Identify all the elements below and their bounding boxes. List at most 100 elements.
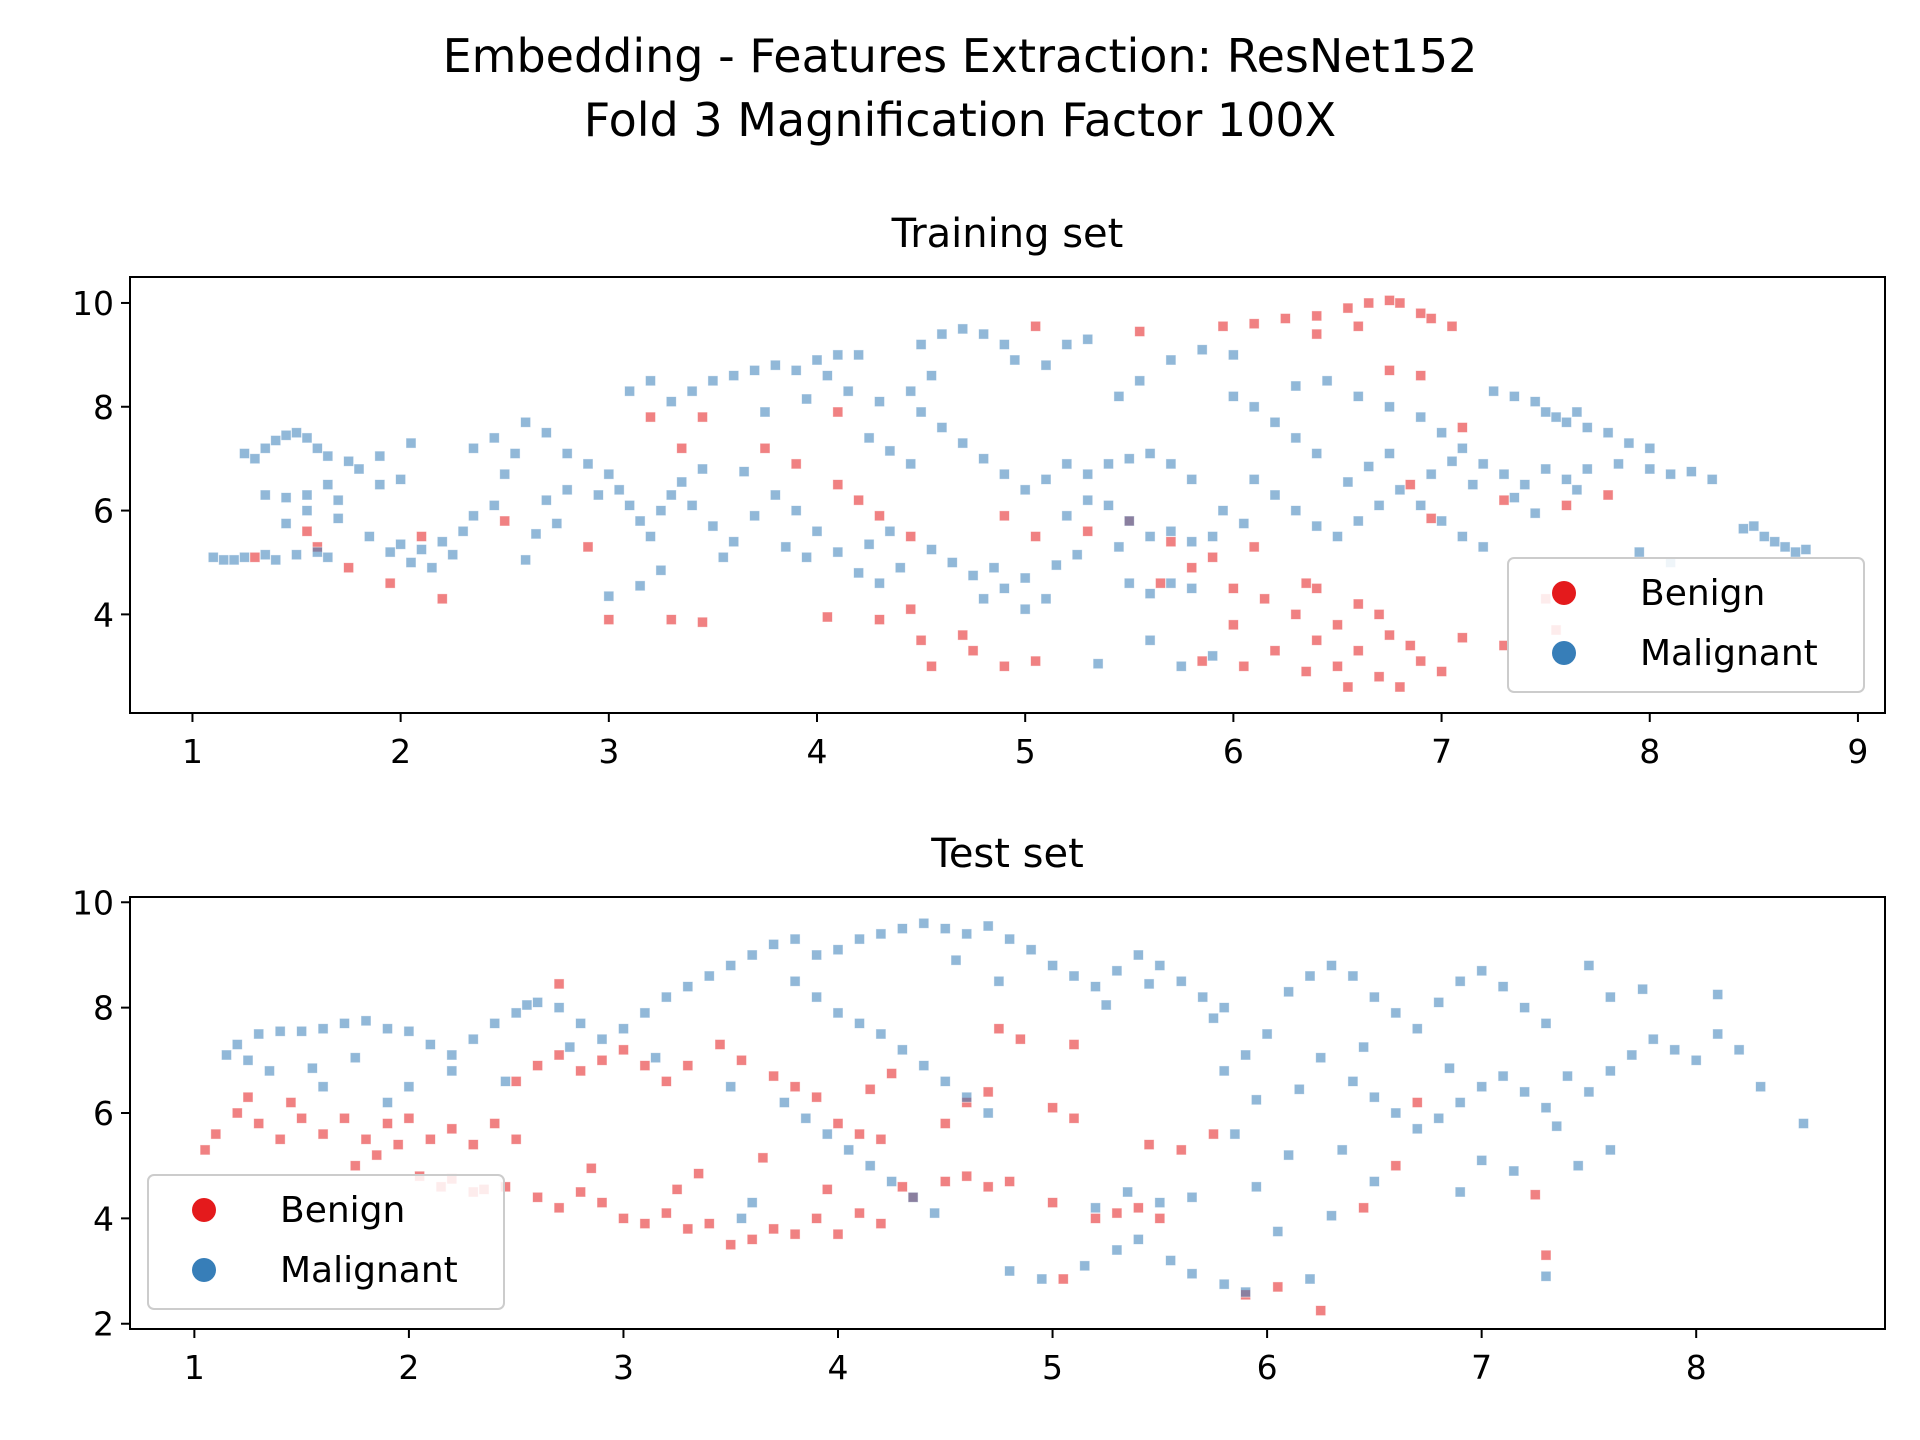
data-point	[446, 1065, 458, 1077]
data-point	[296, 1025, 308, 1037]
data-point	[343, 455, 355, 467]
x-tick-label: 1	[184, 1348, 205, 1387]
data-point	[988, 562, 1000, 574]
data-point	[1332, 619, 1343, 631]
data-point	[1113, 541, 1125, 553]
data-point	[1384, 364, 1395, 376]
data-point	[1561, 473, 1572, 485]
data-point	[1123, 515, 1135, 527]
legend-box	[1507, 557, 1865, 693]
data-point	[770, 489, 781, 501]
data-point	[301, 505, 313, 517]
data-point	[1155, 577, 1166, 589]
series-malignant	[221, 917, 1809, 1298]
data-point	[950, 954, 962, 966]
data-point	[1004, 1176, 1015, 1187]
data-point	[1197, 991, 1209, 1003]
legend-marker-malignant	[192, 1258, 216, 1282]
legend-marker-malignant	[1552, 641, 1576, 665]
data-point	[1311, 328, 1323, 340]
data-point	[382, 1097, 393, 1108]
data-point	[221, 1049, 232, 1061]
data-point	[322, 551, 334, 563]
data-point	[392, 1139, 404, 1150]
data-point	[360, 1015, 372, 1027]
data-point	[1248, 318, 1260, 330]
data-point	[1647, 1033, 1659, 1045]
data-point	[1071, 549, 1083, 561]
data-point	[468, 510, 479, 522]
data-point	[768, 939, 779, 950]
data-point	[1030, 320, 1041, 332]
data-point	[1326, 960, 1337, 971]
data-point	[249, 551, 261, 563]
x-tick-label: 4	[828, 1348, 849, 1387]
y-tick-label: 8	[93, 388, 114, 427]
data-point	[832, 1007, 844, 1019]
data-point	[746, 949, 758, 961]
data-point	[1369, 1176, 1380, 1187]
data-point	[488, 499, 500, 511]
data-point	[1186, 583, 1198, 594]
data-point	[875, 928, 887, 940]
data-point	[1602, 489, 1614, 501]
data-point	[768, 1223, 779, 1235]
data-point	[1394, 681, 1406, 693]
data-point	[926, 370, 937, 382]
data-point	[575, 1186, 586, 1198]
data-point	[961, 928, 973, 940]
x-tick-label: 1	[182, 732, 203, 771]
data-point	[1133, 949, 1144, 961]
data-point	[618, 1213, 629, 1224]
data-point	[1004, 933, 1015, 945]
x-tick-label: 3	[598, 732, 619, 771]
data-point	[982, 1107, 994, 1119]
data-point	[1404, 640, 1416, 651]
data-point	[596, 1054, 608, 1066]
data-point	[1358, 1202, 1369, 1214]
data-point	[1311, 448, 1323, 459]
data-point	[1218, 1278, 1230, 1290]
data-point	[665, 614, 677, 625]
data-point	[811, 525, 823, 537]
data-point	[789, 933, 801, 945]
data-point	[1304, 970, 1316, 982]
data-point	[961, 1091, 973, 1103]
data-point	[339, 1112, 350, 1124]
data-point	[457, 525, 469, 537]
x-tick-label: 6	[1223, 732, 1244, 771]
data-point	[564, 1041, 576, 1053]
data-point	[285, 1097, 297, 1108]
data-point	[339, 1018, 350, 1029]
data-point	[1581, 422, 1593, 433]
data-point	[639, 1218, 651, 1229]
data-point	[1633, 546, 1645, 558]
data-point	[1092, 658, 1104, 670]
data-point	[864, 1160, 876, 1172]
data-point	[1415, 499, 1427, 511]
data-point	[884, 445, 896, 457]
x-tick-label: 7	[1471, 1348, 1492, 1387]
data-point	[499, 515, 511, 527]
data-point	[665, 489, 677, 501]
data-point	[343, 562, 355, 574]
data-point	[1030, 655, 1041, 667]
data-point	[446, 1049, 458, 1061]
data-point	[1248, 541, 1260, 553]
data-point	[1186, 473, 1198, 485]
data-point	[661, 1076, 672, 1087]
data-point	[886, 1176, 897, 1187]
data-point	[551, 518, 563, 529]
data-point	[199, 1144, 211, 1156]
data-point	[697, 411, 708, 423]
data-point	[1540, 463, 1552, 475]
data-point	[897, 1044, 908, 1056]
data-point	[1311, 520, 1323, 532]
data-point	[1238, 518, 1250, 529]
data-point	[374, 450, 386, 462]
data-point	[863, 432, 875, 444]
data-point	[939, 1076, 951, 1087]
data-point	[210, 1128, 222, 1140]
data-point	[530, 528, 542, 540]
data-point	[259, 442, 271, 454]
